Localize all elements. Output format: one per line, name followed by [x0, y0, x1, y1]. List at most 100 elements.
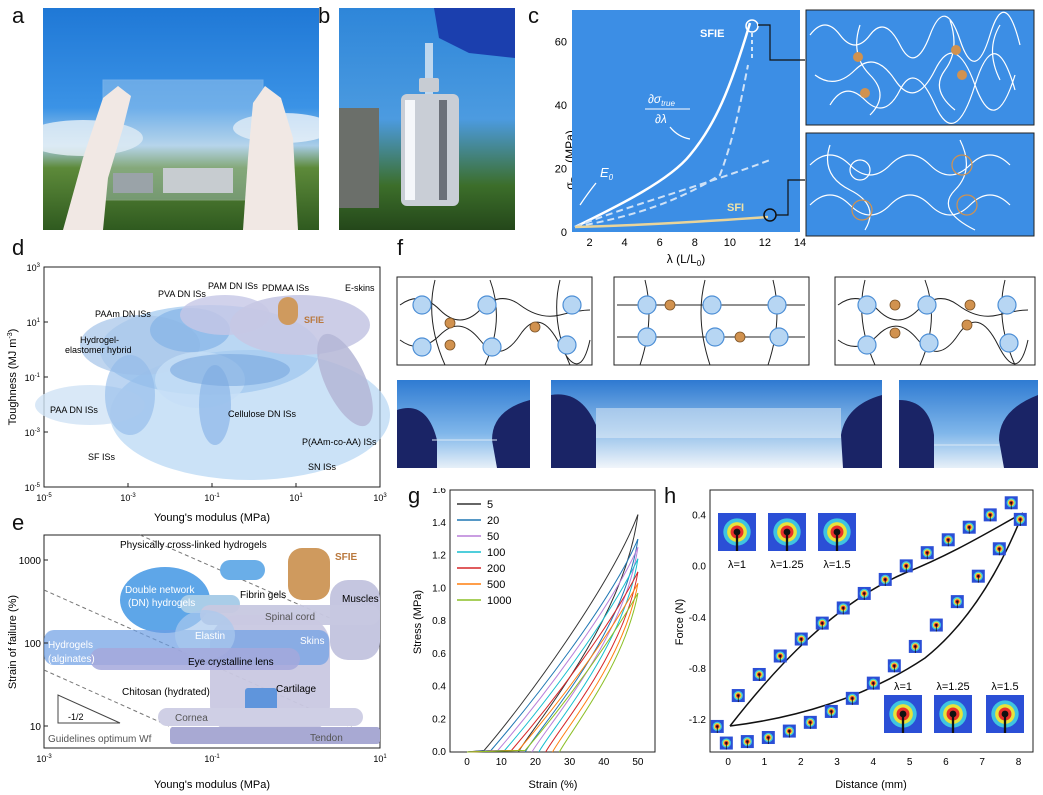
d-xtick: 103: [373, 493, 387, 503]
h-saxs-top-label: λ=1: [728, 559, 746, 571]
g-xtick: 30: [564, 757, 576, 768]
h-xtick: 8: [1016, 757, 1022, 768]
h-saxs-bead: [719, 736, 733, 750]
h-saxs-bottom: [884, 695, 922, 733]
f-orange-bead: [889, 299, 901, 311]
d-label-cellulose: Cellulose DN ISs: [228, 409, 297, 419]
chart-g: 0.0 0.2 0.4 0.6 0.8 1.0 1.2 1.4 1.6 0 10 20 30 40 50 5…: [412, 488, 656, 791]
d-label-paa: PAA DN ISs: [50, 405, 98, 415]
h-saxs-bead: [899, 559, 913, 573]
g-ytick: 1.6: [432, 488, 446, 496]
c-broken-link: [956, 194, 978, 216]
g-ytick: 0.0: [432, 747, 446, 758]
h-ytick: -0.8: [689, 664, 707, 675]
d-regions: [35, 295, 390, 480]
h-xtick: 2: [798, 757, 804, 768]
f-blue-bead: [999, 333, 1019, 353]
c-deriv-arrow: [669, 126, 691, 140]
h-saxs-bead: [908, 639, 922, 653]
h-saxs-top-label: λ=1.25: [770, 559, 803, 571]
panel-letter-c: c: [528, 3, 539, 28]
g-ytick: 0.2: [432, 714, 446, 725]
g-xtick: 10: [496, 757, 508, 768]
h-saxs-bead: [971, 569, 985, 583]
c-broken-link: [849, 159, 871, 181]
e-xlabel: Young's modulus (MPa): [154, 779, 270, 791]
f-blue-bead: [919, 333, 939, 353]
e-label-fibrin: Fibrin gels: [240, 590, 286, 601]
e-ylabel: Strain of failure (%): [7, 595, 19, 689]
d-ytick: 10-3: [25, 428, 41, 438]
e-label-guide: Guidelines optimum Wf: [48, 734, 152, 745]
h-saxs-bead: [1004, 496, 1018, 510]
h-saxs-bead: [752, 667, 766, 681]
e-label-cartilage: Cartilage: [276, 684, 316, 695]
g-legend-label: 20: [487, 515, 499, 527]
c-network-top-chains: [809, 11, 1021, 124]
f-blue-bead: [637, 295, 657, 315]
d-xtick: 10-1: [204, 493, 220, 503]
g-xlabel: Strain (%): [529, 779, 578, 791]
h-saxs-bead: [824, 704, 838, 718]
c-ytick: 20: [555, 164, 567, 176]
f-blue-bead: [557, 335, 577, 355]
g-curve-load: [467, 592, 639, 753]
f-blue-bead: [767, 295, 787, 315]
h-ytick: 0.0: [692, 562, 706, 573]
e-ytick: 1000: [19, 556, 42, 567]
h-saxs-bead: [773, 649, 787, 663]
c-e0-arrow: [579, 182, 597, 206]
c-deriv-dash-2: [574, 159, 771, 228]
f-blue-bead: [997, 295, 1017, 315]
f-photo-1: [397, 380, 530, 468]
h-saxs-bead: [983, 508, 997, 522]
g-legend-label: 500: [487, 579, 505, 591]
f-blue-bead: [482, 337, 502, 357]
h-xtick: 4: [871, 757, 877, 768]
c-network-top: [805, 9, 1035, 126]
c-xtick: 12: [759, 237, 771, 249]
c-sfie-curve: [574, 22, 752, 229]
h-saxs-bead: [950, 595, 964, 609]
g-legend-label: 200: [487, 563, 505, 575]
f-blue-bead: [705, 327, 725, 347]
f-orange-bead: [444, 339, 456, 351]
f-orange-bead: [529, 321, 541, 333]
panel-letter-e: e: [12, 510, 25, 535]
c-sfi-label: SFI: [727, 202, 744, 214]
g-curve-load: [467, 558, 639, 753]
h-saxs-bead: [992, 542, 1006, 556]
c-plot-bg: [572, 10, 800, 232]
g-ytick: 0.4: [432, 682, 446, 693]
f-blue-bead: [917, 295, 937, 315]
h-saxs-bottom: [986, 695, 1024, 733]
h-saxs-bottom-label: λ=1: [894, 681, 912, 693]
d-label-paam: PAAm DN ISs: [95, 309, 151, 319]
d-label-hybrid-1: Hydrogel-: [80, 335, 119, 345]
h-xtick: 3: [834, 757, 840, 768]
panel-letter-a: a: [12, 3, 25, 28]
g-legend-label: 100: [487, 547, 505, 559]
f-blue-bead: [412, 337, 432, 357]
h-xtick: 5: [907, 757, 913, 768]
d-xlabel: Young's modulus (MPa): [154, 512, 270, 524]
g-ytick: 1.0: [432, 583, 446, 594]
d-label-sf: SF ISs: [88, 452, 116, 462]
f-blue-bead: [562, 295, 582, 315]
f-photo-1-drawing: [397, 400, 530, 468]
g-legend-label: 1000: [487, 595, 511, 607]
c-xtick: 4: [622, 237, 628, 249]
g-xtick: 50: [632, 757, 644, 768]
g-legend-label: 50: [487, 531, 499, 543]
panel-letter-d: d: [12, 235, 25, 260]
h-saxs-bead: [962, 520, 976, 534]
d-label-pam: PAM DN ISs: [208, 281, 258, 291]
f-photo-3: [899, 380, 1038, 468]
photo-a-film-stretch: [43, 8, 319, 230]
c-sfie-label: SFIE: [700, 28, 724, 40]
h-saxs-top-label: λ=1.5: [823, 559, 850, 571]
photo-a-drawing: [43, 79, 319, 230]
g-ytick: 1.4: [432, 518, 446, 529]
g-curve-unload: [545, 571, 639, 753]
g-curve-unload: [558, 593, 639, 753]
